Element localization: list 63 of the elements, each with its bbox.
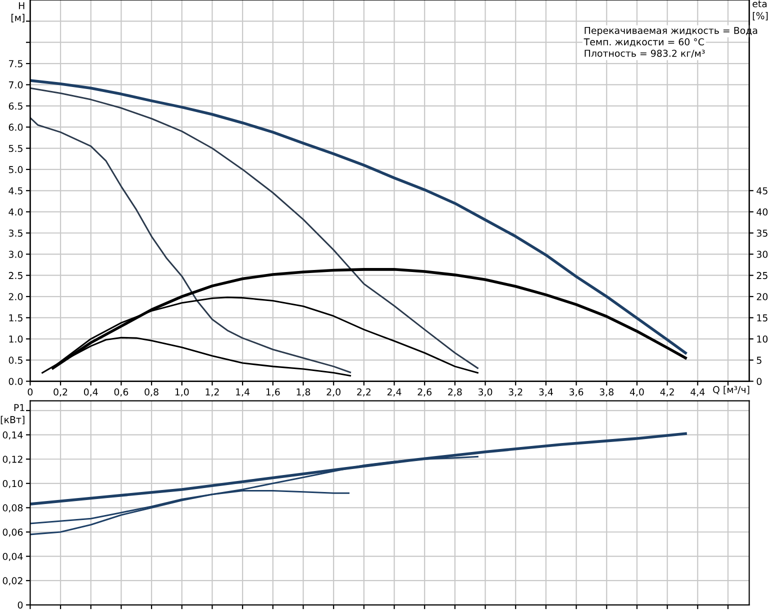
annotation: Плотность = 983.2 кг/м³ (584, 50, 705, 58)
x-tick-label: 2,4 (387, 388, 402, 396)
y-tick-label: 2.5 (8, 272, 22, 280)
y-tick-label: 6.0 (8, 124, 23, 131)
x-tick-label: 2,8 (448, 388, 462, 396)
y-tick-label: 0,14 (2, 431, 23, 440)
x-tick-label: 4,2 (660, 388, 674, 396)
x-tick-label: 2,6 (418, 388, 432, 396)
y-axis-title: H [м] (11, 2, 24, 22)
x-tick-label: 0,6 (114, 388, 128, 396)
y-axis-title: P1 [кВт] (0, 404, 24, 424)
x-tick-label: 2,2 (357, 388, 370, 396)
x-tick-label: 3,6 (570, 388, 584, 396)
y-tick-label: 1.5 (9, 314, 22, 322)
x-tick-label: 3,0 (478, 388, 492, 396)
y-tick-label: 0,02 (2, 577, 22, 586)
y-tick-label: 0,12 (2, 456, 22, 464)
x-tick-label: 1,4 (236, 388, 250, 396)
y2-tick-label: 40 (756, 208, 768, 216)
y2-tick-label: 45 (756, 187, 768, 194)
y-tick-label: 0,10 (2, 480, 23, 488)
y2-axis-title: eta [%] (752, 0, 768, 20)
y2-tick-label: 5 (756, 356, 762, 364)
y2-tick-label: 20 (756, 293, 768, 300)
y-tick-label: 0,06 (2, 528, 23, 537)
y-tick-label: 0,04 (2, 552, 23, 561)
y-tick-label: 4.5 (8, 187, 22, 194)
y-tick-label: 7.0 (8, 81, 23, 88)
y2-tick-label: 10 (757, 335, 768, 343)
x-tick-label: 1,8 (296, 388, 310, 396)
x-axis-title: Q [м³/ч] (713, 386, 750, 394)
y-tick-label: 5.5 (8, 144, 22, 152)
y2-tick-label: 30 (756, 250, 768, 258)
y-tick-label: 7.5 (8, 60, 22, 68)
x-tick-label: 1,2 (206, 388, 219, 396)
y-tick-label: 0 (18, 601, 23, 609)
x-tick-label: 2,0 (326, 388, 340, 396)
x-tick-label: 3,8 (600, 388, 614, 396)
y-tick-label: 4.0 (8, 208, 23, 216)
x-tick-label: 3,2 (508, 388, 522, 396)
y-tick-label: 6.5 (8, 102, 22, 110)
y-tick-label: 1.0 (9, 335, 23, 343)
y-tick-label: 3.0 (8, 250, 23, 258)
x-tick-label: 3,4 (539, 388, 553, 396)
y-tick-label: 0,08 (2, 504, 23, 512)
x-tick-label: 1,6 (266, 388, 280, 396)
x-tick-label: 0,2 (54, 388, 68, 396)
x-tick-label: 0,4 (84, 388, 98, 396)
x-tick-label: 1,0 (175, 388, 189, 396)
x-tick-label: 4,0 (630, 388, 644, 396)
y2-tick-label: 35 (756, 230, 768, 237)
y2-tick-label: 25 (756, 272, 768, 280)
x-tick-label: 0 (28, 388, 33, 396)
y-tick-label: 5.0 (8, 166, 23, 174)
y-tick-label: 0.0 (8, 378, 23, 385)
y-tick-label: 2.0 (8, 293, 23, 300)
x-tick-label: 0,8 (144, 388, 158, 396)
y-tick-label: 0.5 (8, 356, 22, 364)
y2-tick-label: 0 (756, 378, 762, 385)
y2-tick-label: 15 (757, 314, 768, 322)
annotation: Темп. жидкости = 60 °C (584, 38, 704, 47)
y-tick-label: 3.5 (8, 230, 22, 237)
x-tick-label: 4,4 (690, 388, 705, 396)
